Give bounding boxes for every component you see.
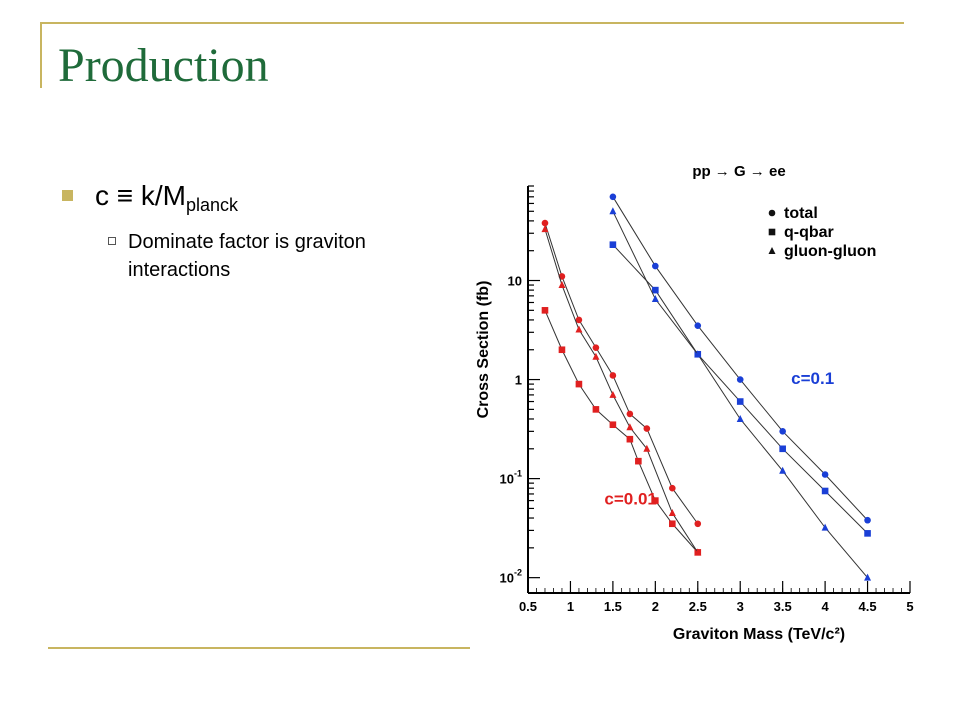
data-point — [609, 241, 617, 248]
legend-label: gluon-gluon — [784, 243, 876, 260]
series-c01-gluongluon — [609, 207, 872, 581]
bullet-subscript: planck — [186, 195, 239, 215]
chart-title: pp → G → ee — [692, 163, 785, 180]
data-point — [592, 406, 600, 413]
sub-bullet: Dominate factor is graviton interactions — [108, 228, 398, 284]
y-axis-label: Cross Section (fb) — [475, 281, 492, 419]
legend-marker-circle — [768, 209, 776, 217]
series-c01-total — [609, 193, 871, 524]
legend-marker-triangle — [768, 247, 776, 254]
x-tick-label: 0.5 — [519, 599, 537, 614]
y-tick-label: 10-2 — [500, 568, 522, 586]
data-point — [652, 286, 659, 294]
x-tick-label: 2 — [652, 599, 659, 614]
data-point — [864, 530, 871, 537]
left-rule — [40, 22, 42, 88]
data-point — [652, 262, 659, 270]
data-point — [609, 193, 617, 201]
data-point — [609, 372, 617, 379]
data-point — [694, 350, 702, 358]
top-rule — [40, 22, 904, 24]
data-point — [558, 346, 566, 354]
y-tick-label: 1 — [515, 373, 522, 388]
data-point — [609, 421, 617, 429]
data-point — [864, 516, 871, 524]
data-point — [821, 523, 829, 531]
square-bullet-icon — [62, 190, 73, 201]
x-axis-label: Graviton Mass (TeV/c²) — [673, 626, 845, 643]
data-point — [575, 380, 583, 388]
series-line — [544, 222, 699, 525]
x-tick-label: 3 — [737, 599, 744, 614]
data-point — [558, 281, 566, 289]
data-point — [643, 425, 651, 432]
data-point — [694, 548, 702, 556]
data-point — [541, 225, 549, 233]
data-point — [575, 316, 583, 324]
x-tick-label: 4.5 — [859, 599, 877, 614]
data-point — [694, 322, 702, 329]
page-title: Production — [58, 39, 269, 92]
data-point — [626, 423, 634, 431]
data-point — [669, 520, 676, 528]
data-point — [694, 520, 702, 528]
data-point — [779, 445, 786, 453]
bullet-c-definition: c ≡ k/Mplanck — [62, 180, 238, 216]
series-line — [612, 211, 868, 578]
bottom-rule — [48, 647, 470, 649]
bullet-prefix: c ≡ k/M — [95, 180, 186, 211]
x-tick-label: 1 — [567, 599, 574, 614]
data-point — [635, 457, 642, 465]
data-point — [779, 428, 786, 435]
y-tick-label: 10-1 — [500, 469, 522, 487]
annotation-label: c=0.01 — [604, 489, 656, 508]
data-point — [736, 398, 744, 405]
x-tick-label: 5 — [906, 599, 913, 614]
data-point — [668, 508, 676, 516]
series-line — [544, 310, 699, 553]
series-c001-gluongluon — [541, 225, 702, 556]
data-point — [626, 435, 634, 443]
legend-label: total — [784, 205, 818, 222]
data-point — [541, 307, 549, 314]
data-point — [541, 219, 549, 227]
series-c001-qqbar — [541, 307, 702, 556]
data-point — [864, 573, 872, 581]
data-point — [643, 444, 651, 452]
x-tick-label: 1.5 — [604, 599, 622, 614]
data-point — [821, 487, 829, 495]
legend-label: q-qbar — [784, 224, 834, 241]
sub-bullet-text: Dominate factor is graviton interactions — [128, 231, 366, 281]
data-point — [609, 207, 617, 215]
data-point — [609, 390, 617, 398]
legend: total q-qbar gluon-gluon — [768, 205, 876, 260]
legend-marker-square — [768, 228, 776, 236]
cross-section-chart: pp → G → ee 10 1 10-1 10-2 0.5 1 1.5 2 2.5 3 3.5 4 4.… — [475, 163, 914, 643]
data-point — [575, 325, 583, 333]
data-point — [651, 295, 659, 303]
y-tick-label: 10 — [508, 274, 522, 289]
data-point — [652, 497, 659, 504]
data-point — [626, 410, 634, 418]
data-point — [736, 414, 744, 422]
data-point — [592, 352, 600, 360]
x-tick-label: 3.5 — [774, 599, 792, 614]
data-point — [736, 376, 744, 383]
x-tick-label: 2.5 — [689, 599, 707, 614]
series-c001-total — [541, 219, 702, 528]
data-point — [779, 466, 787, 474]
annotation-label: c=0.1 — [791, 369, 834, 388]
data-point — [592, 344, 600, 351]
bullet-text: c ≡ k/Mplanck — [95, 180, 238, 216]
hollow-square-bullet-icon — [108, 237, 116, 245]
x-tick-label: 4 — [821, 599, 829, 614]
data-point — [669, 484, 676, 492]
data-point — [821, 471, 829, 478]
